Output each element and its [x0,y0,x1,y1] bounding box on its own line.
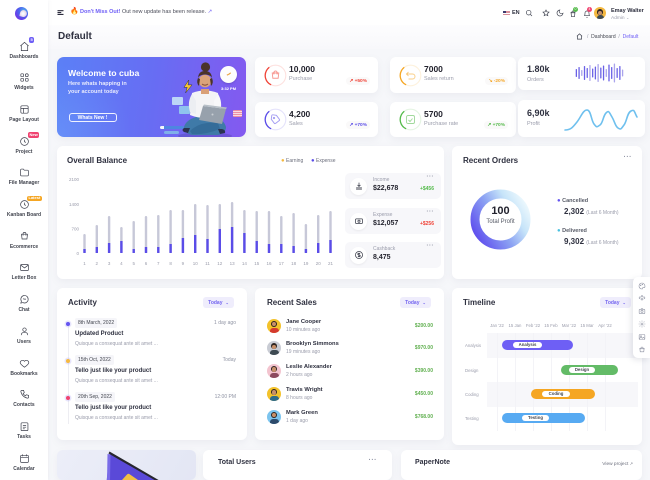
svg-text:15: 15 [254,261,260,266]
svg-text:8: 8 [169,261,172,266]
svg-text:5: 5 [132,261,135,266]
svg-text:13: 13 [230,261,236,266]
svg-text:12: 12 [217,261,223,266]
svg-text:19: 19 [303,261,309,266]
svg-text:10: 10 [193,261,199,266]
svg-text:4: 4 [120,261,123,266]
svg-text:1400: 1400 [69,202,80,207]
svg-text:21: 21 [328,261,334,266]
svg-text:18: 18 [291,261,297,266]
svg-text:3: 3 [108,261,111,266]
svg-text:2: 2 [96,261,99,266]
svg-text:14: 14 [242,261,248,266]
svg-text:7: 7 [157,261,160,266]
svg-text:9: 9 [182,261,185,266]
svg-text:700: 700 [71,226,79,231]
svg-text:20: 20 [316,261,322,266]
svg-text:11: 11 [205,261,210,266]
svg-text:17: 17 [279,261,285,266]
svg-text:6: 6 [145,261,148,266]
svg-text:16: 16 [266,261,272,266]
svg-text:0: 0 [76,251,79,256]
svg-text:2100: 2100 [69,177,80,182]
svg-text:1: 1 [83,261,86,266]
